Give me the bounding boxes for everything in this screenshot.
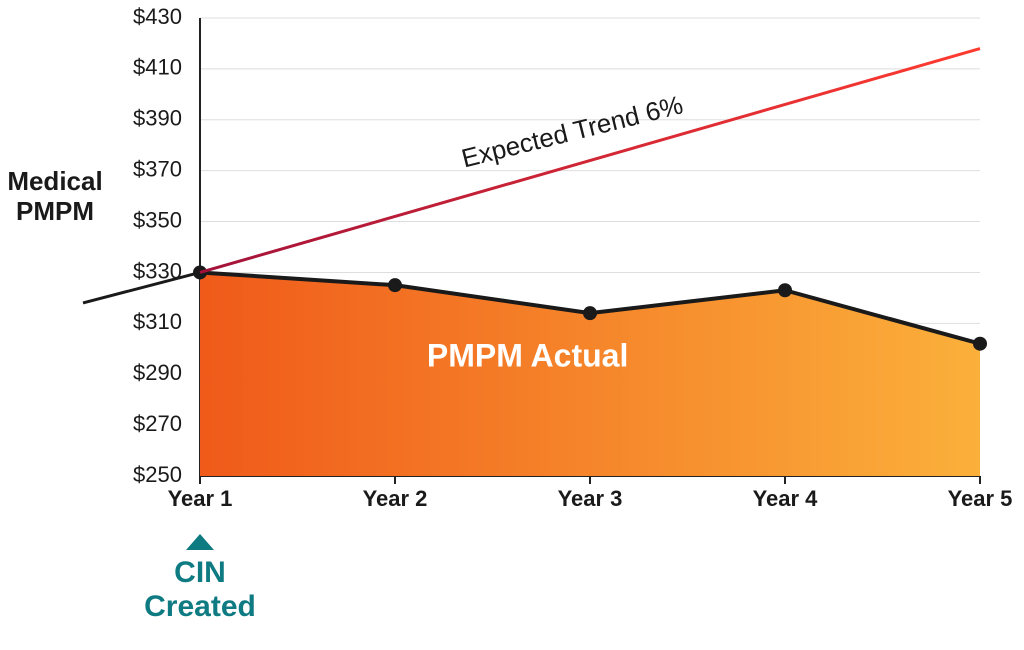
y-tick-label: $310 bbox=[133, 309, 182, 334]
x-tick-label: Year 2 bbox=[363, 486, 428, 511]
y-tick-label: $250 bbox=[133, 462, 182, 487]
y-axis-title: PMPM bbox=[16, 196, 94, 226]
x-tick-label: Year 5 bbox=[948, 486, 1013, 511]
data-point bbox=[388, 278, 402, 292]
y-tick-label: $290 bbox=[133, 360, 182, 385]
y-tick-label: $390 bbox=[133, 106, 182, 131]
x-tick-label: Year 1 bbox=[168, 486, 233, 511]
y-axis-title: Medical bbox=[7, 166, 102, 196]
y-tick-label: $350 bbox=[133, 207, 182, 232]
pmpm-chart: $250$270$290$310$330$350$370$390$410$430… bbox=[0, 0, 1024, 650]
x-tick-label: Year 3 bbox=[558, 486, 623, 511]
chart-svg: $250$270$290$310$330$350$370$390$410$430… bbox=[0, 0, 1024, 650]
y-tick-label: $430 bbox=[133, 4, 182, 29]
callout-text: CIN bbox=[174, 556, 226, 589]
data-point bbox=[973, 337, 987, 351]
data-point bbox=[583, 306, 597, 320]
pmpm-actual-area bbox=[200, 272, 980, 476]
y-tick-label: $370 bbox=[133, 156, 182, 181]
callout-text: Created bbox=[144, 590, 256, 623]
data-point bbox=[778, 283, 792, 297]
x-tick-label: Year 4 bbox=[753, 486, 819, 511]
expected-trend-line bbox=[200, 49, 980, 273]
callout-arrow-icon bbox=[186, 534, 214, 550]
area-label: PMPM Actual bbox=[427, 338, 629, 374]
y-tick-label: $410 bbox=[133, 55, 182, 80]
y-tick-label: $270 bbox=[133, 411, 182, 436]
trend-label: Expected Trend 6% bbox=[459, 89, 686, 173]
